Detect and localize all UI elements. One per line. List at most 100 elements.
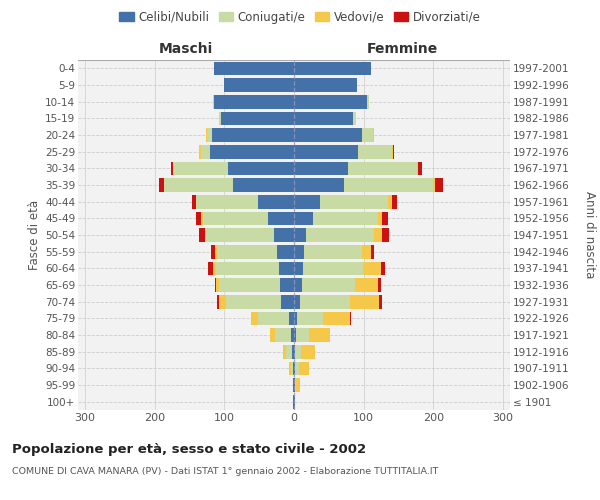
Bar bbox=[293, 378, 294, 392]
Bar bbox=[301, 345, 315, 358]
Bar bbox=[377, 212, 382, 225]
Bar bbox=[202, 212, 203, 225]
Bar bbox=[433, 178, 435, 192]
Bar bbox=[350, 312, 351, 325]
Bar bbox=[205, 228, 206, 242]
Bar bbox=[296, 378, 299, 392]
Legend: Celibi/Nubili, Coniugati/e, Vedovi/e, Divorziati/e: Celibi/Nubili, Coniugati/e, Vedovi/e, Di… bbox=[115, 6, 485, 28]
Bar bbox=[268, 212, 294, 225]
Bar bbox=[172, 162, 173, 175]
Bar bbox=[306, 228, 374, 242]
Bar bbox=[196, 212, 202, 225]
Bar bbox=[215, 278, 216, 292]
Bar bbox=[358, 145, 392, 158]
Bar bbox=[435, 178, 443, 192]
Bar bbox=[294, 395, 295, 408]
Bar bbox=[294, 78, 357, 92]
Bar bbox=[277, 245, 294, 258]
Bar bbox=[199, 228, 205, 242]
Bar bbox=[308, 328, 329, 342]
Bar bbox=[217, 245, 277, 258]
Bar bbox=[200, 145, 211, 158]
Bar bbox=[290, 328, 294, 342]
Bar bbox=[294, 112, 353, 125]
Bar bbox=[294, 95, 367, 108]
Bar bbox=[213, 95, 214, 108]
Bar bbox=[294, 378, 295, 392]
Bar bbox=[392, 145, 393, 158]
Bar bbox=[208, 262, 213, 275]
Bar bbox=[192, 195, 196, 208]
Bar bbox=[280, 278, 294, 292]
Bar bbox=[294, 62, 371, 75]
Bar bbox=[296, 328, 308, 342]
Bar bbox=[219, 295, 226, 308]
Bar bbox=[283, 345, 286, 358]
Bar bbox=[211, 245, 215, 258]
Bar bbox=[159, 178, 164, 192]
Bar bbox=[219, 278, 280, 292]
Bar bbox=[382, 228, 389, 242]
Bar bbox=[199, 145, 200, 158]
Bar bbox=[214, 95, 294, 108]
Bar bbox=[274, 228, 294, 242]
Bar bbox=[416, 162, 418, 175]
Bar bbox=[214, 62, 294, 75]
Bar bbox=[213, 262, 216, 275]
Bar bbox=[289, 362, 290, 375]
Bar bbox=[294, 128, 362, 142]
Bar bbox=[217, 295, 219, 308]
Bar bbox=[233, 178, 294, 192]
Bar bbox=[173, 162, 228, 175]
Bar bbox=[258, 312, 289, 325]
Text: Maschi: Maschi bbox=[159, 42, 213, 56]
Bar bbox=[392, 195, 397, 208]
Text: Femmine: Femmine bbox=[367, 42, 437, 56]
Bar bbox=[290, 362, 293, 375]
Bar bbox=[393, 145, 394, 158]
Bar bbox=[349, 162, 416, 175]
Text: Popolazione per età, sesso e stato civile - 2002: Popolazione per età, sesso e stato civil… bbox=[12, 442, 366, 456]
Bar bbox=[278, 262, 294, 275]
Bar bbox=[294, 195, 320, 208]
Bar bbox=[323, 312, 350, 325]
Bar bbox=[224, 78, 294, 92]
Bar bbox=[355, 278, 377, 292]
Bar bbox=[203, 212, 268, 225]
Bar bbox=[294, 362, 295, 375]
Bar bbox=[350, 295, 379, 308]
Bar bbox=[196, 195, 258, 208]
Bar bbox=[294, 162, 349, 175]
Bar bbox=[294, 212, 313, 225]
Y-axis label: Anni di nascita: Anni di nascita bbox=[583, 192, 596, 278]
Bar bbox=[206, 228, 274, 242]
Bar bbox=[377, 278, 381, 292]
Bar bbox=[295, 362, 299, 375]
Bar bbox=[211, 145, 294, 158]
Bar bbox=[294, 145, 358, 158]
Bar bbox=[320, 195, 388, 208]
Bar bbox=[303, 262, 363, 275]
Bar bbox=[216, 262, 278, 275]
Bar bbox=[164, 178, 233, 192]
Bar bbox=[289, 312, 294, 325]
Bar bbox=[313, 212, 377, 225]
Bar bbox=[258, 195, 294, 208]
Bar bbox=[215, 245, 217, 258]
Bar bbox=[302, 278, 355, 292]
Bar bbox=[207, 128, 212, 142]
Bar bbox=[269, 328, 275, 342]
Bar bbox=[363, 262, 381, 275]
Bar bbox=[226, 295, 281, 308]
Bar bbox=[294, 278, 302, 292]
Bar bbox=[295, 345, 301, 358]
Bar bbox=[286, 345, 292, 358]
Bar bbox=[228, 162, 294, 175]
Bar bbox=[294, 245, 304, 258]
Bar bbox=[206, 128, 207, 142]
Bar bbox=[344, 178, 433, 192]
Bar bbox=[362, 245, 371, 258]
Bar bbox=[294, 312, 297, 325]
Bar bbox=[362, 128, 373, 142]
Bar bbox=[353, 112, 356, 125]
